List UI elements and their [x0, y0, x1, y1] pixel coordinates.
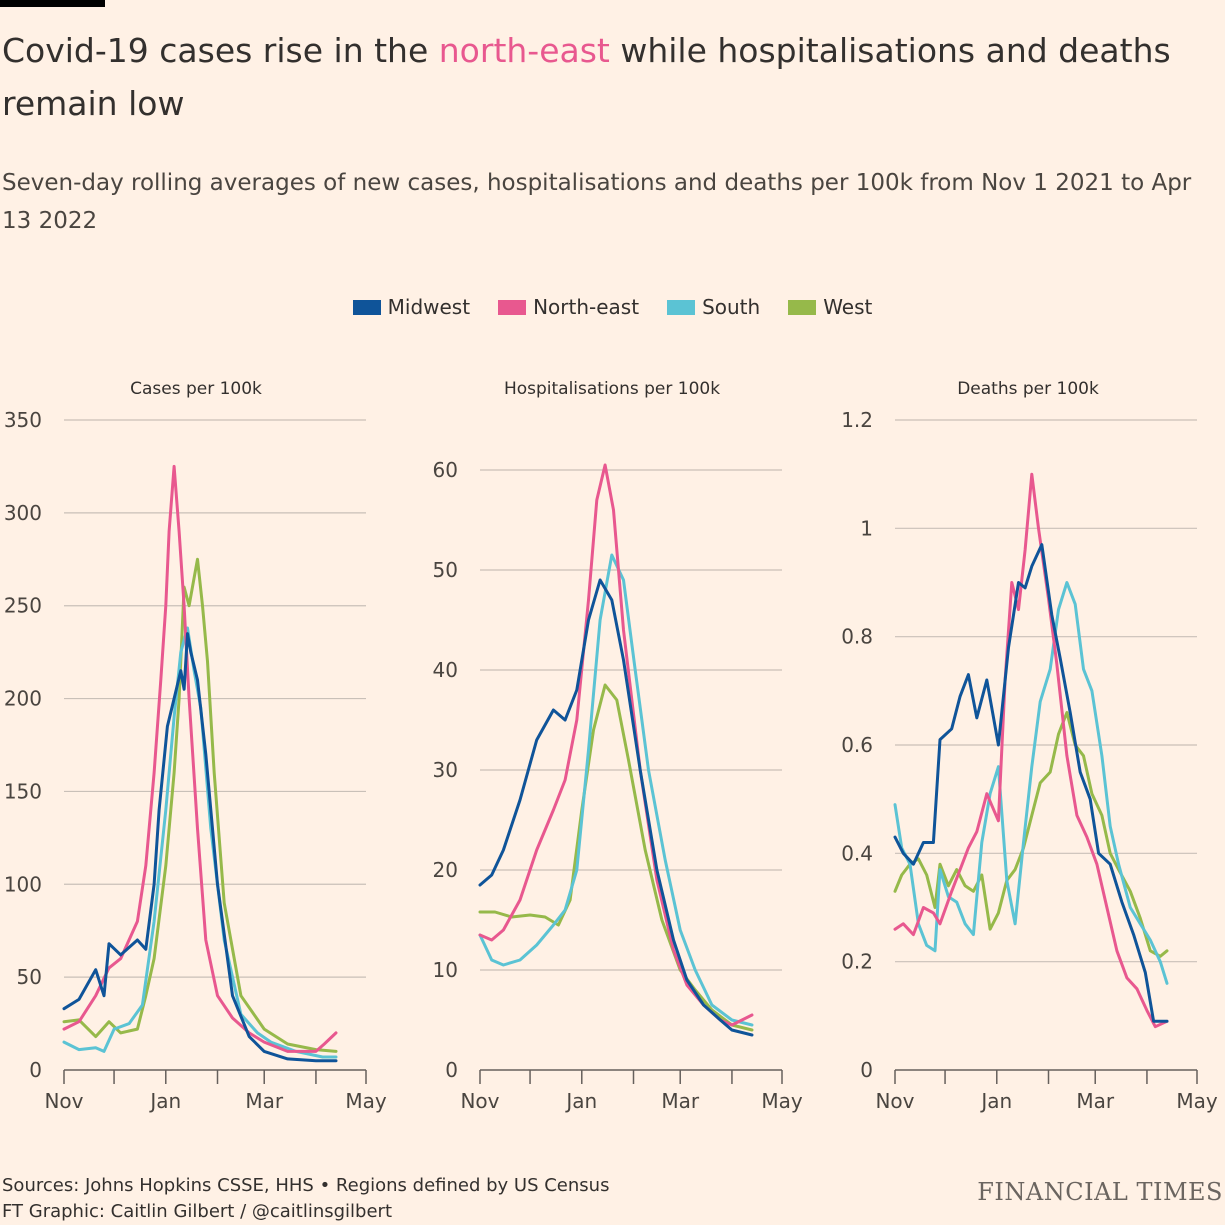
y-tick-label: 40	[433, 658, 458, 682]
title-text-start: Covid-19 cases rise in the	[2, 31, 439, 70]
series-line-midwest	[62, 632, 338, 1063]
credit-text: FT Graphic: Caitlin Gilbert / @caitlinsg…	[2, 1201, 393, 1222]
legend-item-north-east: North-east	[498, 293, 639, 321]
x-tick-label: May	[345, 1089, 387, 1113]
legend-swatch-midwest	[352, 299, 381, 315]
y-tick-label: 0	[445, 1058, 458, 1082]
subtitle: Seven-day rolling averages of new cases,…	[2, 170, 1192, 234]
legend-swatch-west	[788, 299, 817, 315]
legend-item-south: South	[667, 293, 760, 321]
series-line-midwest	[893, 543, 1169, 1023]
x-tick-label: Mar	[1076, 1089, 1115, 1113]
y-tick-label: 20	[433, 858, 458, 882]
legend-swatch-south	[667, 299, 696, 315]
series-line-west	[62, 557, 338, 1053]
chart-panel-2: Hospitalisations per 100k 0 10 20 30 40 50 60 No…	[433, 379, 803, 1113]
y-tick-label: 150	[4, 779, 42, 803]
series-line-midwest	[478, 578, 754, 1037]
x-tick-label: Nov	[44, 1089, 83, 1113]
series-line-south	[62, 626, 338, 1059]
y-tick-label: 300	[4, 501, 42, 525]
y-tick-label: 0.6	[841, 733, 873, 757]
y-tick-label: 1.2	[841, 408, 873, 432]
legend: Midwest North-east South West	[0, 293, 1225, 321]
y-tick-label: 50	[17, 965, 42, 989]
y-tick-label: 1	[860, 516, 873, 540]
y-tick-label: 30	[433, 758, 458, 782]
legend-label-north-east: North-east	[533, 295, 640, 319]
legend-label-midwest: Midwest	[387, 295, 471, 319]
series-line-west	[478, 683, 754, 1032]
chart-panel-3: Deaths per 100k 0 0.2 0.4 0.6 0.8 1 1.2 Nov Jan Ma…	[841, 379, 1218, 1113]
y-tick-label: 50	[433, 558, 458, 582]
y-tick-label: 0	[860, 1058, 873, 1082]
y-tick-label: 60	[433, 458, 458, 482]
y-tick-label: 250	[4, 594, 42, 618]
series-line-north-east	[893, 472, 1169, 1029]
x-tick-label: May	[761, 1089, 803, 1113]
panel-title: Deaths per 100k	[957, 379, 1099, 399]
x-tick-label: Nov	[875, 1089, 914, 1113]
x-tick-label: Jan	[979, 1089, 1012, 1113]
y-tick-label: 0	[29, 1058, 42, 1082]
legend-label-west: West	[823, 295, 873, 319]
y-tick-label: 350	[4, 408, 42, 432]
x-tick-label: May	[1176, 1089, 1218, 1113]
y-tick-label: 0.4	[841, 841, 873, 865]
panel-title: Hospitalisations per 100k	[504, 379, 720, 399]
chart-panel-1: Cases per 100k 0 50 100 150 200 250 300 350 Nov Ja…	[4, 379, 387, 1113]
legend-item-midwest: Midwest	[352, 293, 471, 321]
legend-label-south: South	[702, 295, 761, 319]
series-line-north-east	[62, 464, 338, 1053]
y-tick-label: 100	[4, 872, 42, 896]
panel-title: Cases per 100k	[130, 379, 262, 399]
legend-item-west: West	[788, 293, 872, 321]
footer-sources: Sources: Johns Hopkins CSSE, HHS • Regio…	[2, 1173, 609, 1225]
y-tick-label: 0.8	[841, 625, 873, 649]
x-tick-label: Jan	[564, 1089, 597, 1113]
y-tick-label: 10	[433, 958, 458, 982]
y-tick-label: 200	[4, 687, 42, 711]
brand-bar	[0, 0, 105, 7]
series-line-south	[893, 581, 1169, 985]
y-tick-label: 0.2	[841, 950, 873, 974]
page-title: Covid-19 cases rise in the north-east wh…	[2, 24, 1202, 130]
x-tick-label: Nov	[460, 1089, 499, 1113]
x-tick-label: Jan	[148, 1089, 181, 1113]
x-tick-label: Mar	[245, 1089, 284, 1113]
title-highlight: north-east	[438, 31, 610, 70]
series-line-north-east	[478, 463, 754, 1027]
x-tick-label: Mar	[661, 1089, 700, 1113]
title-text-end: while hospitalisations and deaths remain…	[2, 31, 1171, 123]
sources-text: Sources: Johns Hopkins CSSE, HHS • Regio…	[2, 1175, 610, 1196]
legend-swatch-north-east	[498, 299, 527, 315]
ft-logo: FINANCIAL TIMES	[977, 1178, 1223, 1206]
